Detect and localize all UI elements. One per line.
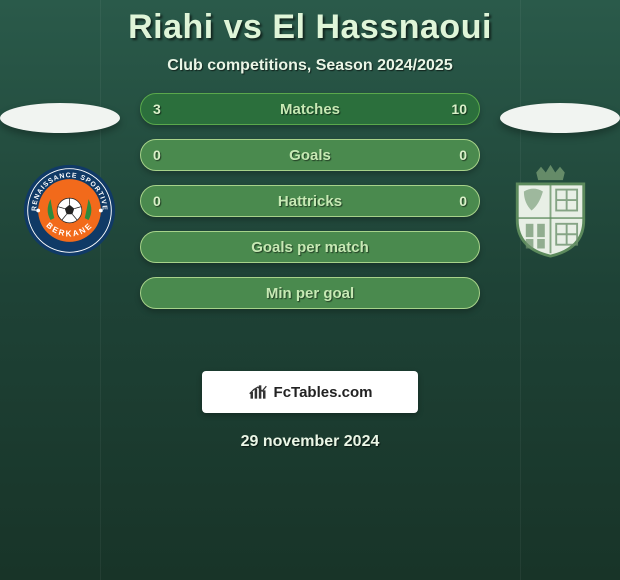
stat-label: Matches xyxy=(280,101,340,118)
stat-label: Min per goal xyxy=(266,285,354,302)
source-badge-text: FcTables.com xyxy=(274,384,373,401)
stat-bar: Goals 0 0 xyxy=(140,139,480,171)
stat-bar: Hattricks 0 0 xyxy=(140,185,480,217)
stat-value-right: 0 xyxy=(459,147,467,163)
stat-label: Goals per match xyxy=(251,239,369,256)
page-title: Riahi vs El Hassnaoui xyxy=(0,0,620,47)
stat-value-right: 0 xyxy=(459,193,467,209)
stat-bar: Min per goal xyxy=(140,277,480,309)
stat-bars: Matches 3 10 Goals 0 0 Hattricks 0 0 Goals per ma… xyxy=(140,93,480,309)
subtitle: Club competitions, Season 2024/2025 xyxy=(0,57,620,75)
date-text: 29 november 2024 xyxy=(0,433,620,451)
club-crest-left: RENAISSANCE SPORTIVE BERKANE xyxy=(22,163,117,258)
chart-icon xyxy=(248,382,268,402)
player-slot-left xyxy=(0,103,120,133)
stat-label: Goals xyxy=(289,147,331,164)
club-crest-right xyxy=(503,163,598,258)
stat-value-left: 3 xyxy=(153,101,161,117)
stat-bar: Matches 3 10 xyxy=(140,93,480,125)
comparison-stage: RENAISSANCE SPORTIVE BERKANE xyxy=(0,103,620,353)
source-badge: FcTables.com xyxy=(202,371,418,413)
stat-value-left: 0 xyxy=(153,193,161,209)
player-slot-right xyxy=(500,103,620,133)
stat-value-left: 0 xyxy=(153,147,161,163)
stat-label: Hattricks xyxy=(278,193,342,210)
stat-value-right: 10 xyxy=(451,101,467,117)
stat-bar: Goals per match xyxy=(140,231,480,263)
